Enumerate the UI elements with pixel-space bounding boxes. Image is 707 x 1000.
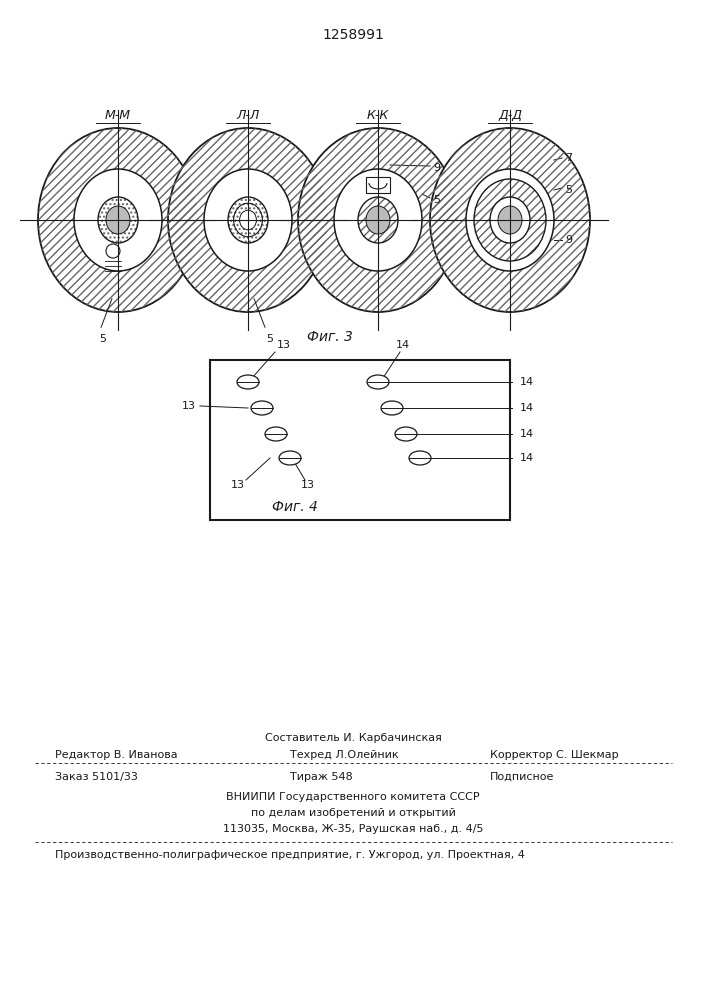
Ellipse shape: [98, 197, 138, 243]
Text: Заказ 5101/33: Заказ 5101/33: [55, 772, 138, 782]
Ellipse shape: [233, 203, 262, 237]
Text: Производственно-полиграфическое предприятие, г. Ужгород, ул. Проектная, 4: Производственно-полиграфическое предприя…: [55, 850, 525, 860]
Text: 1258991: 1258991: [322, 28, 384, 42]
Circle shape: [106, 244, 120, 258]
Text: Фиг. 3: Фиг. 3: [307, 330, 353, 344]
Ellipse shape: [474, 179, 546, 261]
Text: 9: 9: [565, 235, 572, 245]
Text: Фиг. 4: Фиг. 4: [272, 500, 318, 514]
Text: 9: 9: [433, 163, 440, 173]
Text: 14: 14: [520, 377, 534, 387]
Text: по делам изобретений и открытий: по делам изобретений и открытий: [250, 808, 455, 818]
Text: 13: 13: [231, 480, 245, 490]
Text: 5: 5: [565, 185, 572, 195]
Text: Редактор В. Иванова: Редактор В. Иванова: [55, 750, 177, 760]
Ellipse shape: [395, 427, 417, 441]
Ellipse shape: [237, 375, 259, 389]
Text: 7: 7: [565, 153, 572, 163]
Ellipse shape: [251, 401, 273, 415]
Ellipse shape: [74, 169, 162, 271]
Text: Тираж 548: Тираж 548: [290, 772, 353, 782]
Text: 14: 14: [520, 403, 534, 413]
Ellipse shape: [466, 169, 554, 271]
Ellipse shape: [490, 197, 530, 243]
Ellipse shape: [265, 427, 287, 441]
Ellipse shape: [279, 451, 301, 465]
Ellipse shape: [298, 128, 458, 312]
Ellipse shape: [430, 128, 590, 312]
Text: 13: 13: [301, 480, 315, 490]
Bar: [210, 360, 510, 520]
Text: 113035, Москва, Ж-35, Раушская наб., д. 4/5: 113035, Москва, Ж-35, Раушская наб., д. …: [223, 824, 484, 834]
Ellipse shape: [228, 197, 268, 243]
Bar: [366, 177, 390, 193]
Ellipse shape: [334, 169, 422, 271]
Text: К-К: К-К: [367, 109, 389, 122]
Ellipse shape: [367, 375, 389, 389]
Ellipse shape: [204, 169, 292, 271]
Text: 14: 14: [396, 340, 410, 350]
Text: Подписное: Подписное: [490, 772, 554, 782]
Ellipse shape: [381, 401, 403, 415]
Text: Л-Л: Л-Л: [236, 109, 259, 122]
Text: 13: 13: [182, 401, 196, 411]
Text: 5: 5: [433, 195, 440, 205]
Text: 14: 14: [520, 429, 534, 439]
Ellipse shape: [498, 206, 522, 234]
Text: ВНИИПИ Государственного комитета СССР: ВНИИПИ Государственного комитета СССР: [226, 792, 480, 802]
Ellipse shape: [106, 206, 130, 234]
Ellipse shape: [409, 451, 431, 465]
Text: Д-Д: Д-Д: [498, 109, 522, 122]
Text: Корректор С. Шекмар: Корректор С. Шекмар: [490, 750, 619, 760]
Ellipse shape: [38, 128, 198, 312]
Text: Составитель И. Карбачинская: Составитель И. Карбачинская: [264, 733, 441, 743]
Ellipse shape: [358, 197, 398, 243]
Text: Техред Л.Олейник: Техред Л.Олейник: [290, 750, 399, 760]
Text: М-М: М-М: [105, 109, 131, 122]
Ellipse shape: [168, 128, 328, 312]
Ellipse shape: [240, 210, 257, 230]
Text: 5: 5: [266, 334, 273, 344]
Text: 5: 5: [100, 334, 107, 344]
Ellipse shape: [366, 206, 390, 234]
Text: 14: 14: [520, 453, 534, 463]
Text: 13: 13: [277, 340, 291, 350]
